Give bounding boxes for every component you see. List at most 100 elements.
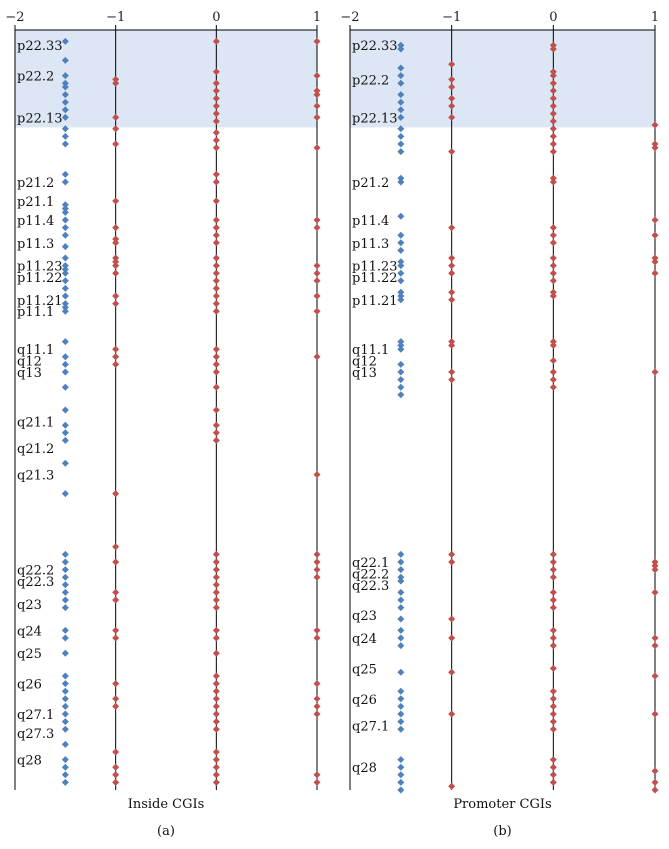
panel-1-red-point xyxy=(212,566,220,574)
panel-1-blue-point xyxy=(61,72,69,80)
panel-1-red-point xyxy=(212,170,220,178)
panel-1-red-point xyxy=(212,254,220,262)
panel-2-x-tick-label: −2 xyxy=(340,10,359,25)
panel-2-blue-point xyxy=(397,588,405,596)
panel-1-red-point xyxy=(112,345,120,353)
panel-1-band-label: q23 xyxy=(17,598,42,613)
panel-2-band-label: q27.1 xyxy=(352,719,389,734)
panel-1-band-label: q26 xyxy=(17,678,42,693)
panel-2-red-point xyxy=(549,254,557,262)
panel-1-red-point xyxy=(212,79,220,87)
panel-1-blue-point xyxy=(61,307,69,315)
panel-2-band-label: q23 xyxy=(352,609,377,624)
panel-1-blue-point xyxy=(61,277,69,285)
panel-1-red-point xyxy=(112,235,120,243)
panel-2-red-point xyxy=(448,113,456,121)
panel-1-blue-point xyxy=(61,596,69,604)
panel-2-red-point xyxy=(549,687,557,695)
panel-2-blue-point xyxy=(397,296,405,304)
panel-2-band-label: q22.3 xyxy=(352,579,389,594)
panel-2-blue-point xyxy=(397,174,405,182)
panel-1-red-point xyxy=(313,91,321,99)
panel-2-red-point xyxy=(448,368,456,376)
panel-2-blue-point xyxy=(397,98,405,106)
panel-1-red-point xyxy=(212,604,220,612)
panel-2-band-label: p11.21 xyxy=(352,294,398,309)
panel-2-blue-point xyxy=(397,756,405,764)
panel-2-blue-point xyxy=(397,246,405,254)
panel-1-band-label: q25 xyxy=(17,647,42,662)
panel-1-red-point xyxy=(112,239,120,247)
panel-2-red-point xyxy=(549,664,557,672)
panel-2-blue-point xyxy=(397,338,405,346)
panel-1-blue-point xyxy=(61,771,69,779)
panel-2-band-label: p11.22 xyxy=(352,271,398,286)
panel-1-red-point xyxy=(212,725,220,733)
panel-2-red-point xyxy=(549,588,557,596)
panel-1-band-label: p11.1 xyxy=(17,305,54,320)
panel-1-blue-point xyxy=(61,778,69,786)
panel-2-red-point xyxy=(549,140,557,148)
panel-1-red-point xyxy=(212,763,220,771)
panel-1-red-point xyxy=(313,558,321,566)
panel-2-red-point xyxy=(448,254,456,262)
panel-1-red-point xyxy=(313,771,321,779)
panel-1-band-label: p11.3 xyxy=(17,237,54,252)
panel-1-blue-point xyxy=(61,710,69,718)
panel-1-red-point xyxy=(112,269,120,277)
panel-1-red-point xyxy=(313,634,321,642)
panel-1-blue-point xyxy=(61,368,69,376)
panel-2-band-label: p22.33 xyxy=(352,39,398,54)
panel-1-red-point xyxy=(212,550,220,558)
panel-1-red-point xyxy=(313,277,321,285)
panel-2-red-point xyxy=(651,258,659,266)
panel-1-red-point xyxy=(212,102,220,110)
panel-2-blue-point xyxy=(397,79,405,87)
panel-2-blue-point xyxy=(397,72,405,80)
panel-1-blue-point xyxy=(61,262,69,270)
panel-2-red-point xyxy=(651,368,659,376)
panel-1-red-point xyxy=(212,368,220,376)
panel-2-blue-point xyxy=(397,566,405,574)
panel-1-red-point xyxy=(112,262,120,270)
panel-1-blue-point xyxy=(61,459,69,467)
panel-1-red-point xyxy=(112,695,120,703)
panel-2-blue-point xyxy=(397,113,405,121)
panel-2-blue-point xyxy=(397,239,405,247)
panel-1-red-point xyxy=(212,383,220,391)
panel-1-red-point xyxy=(112,490,120,498)
panel-1-blue-point xyxy=(61,201,69,209)
panel-1-blue-point xyxy=(61,170,69,178)
panel-1-axis-title: Inside CGIs xyxy=(128,797,205,812)
panel-2-red-point xyxy=(549,102,557,110)
panel-2-blue-point xyxy=(397,106,405,114)
panel-1-red-point xyxy=(313,113,321,121)
panel-1-red-point xyxy=(313,626,321,634)
panel-1-red-point xyxy=(313,292,321,300)
panel-1-red-point xyxy=(112,79,120,87)
panel-2-x-tick-label: 1 xyxy=(651,10,659,25)
panel-1-red-point xyxy=(212,231,220,239)
panel-2-red-point xyxy=(549,771,557,779)
panel-1-blue-point xyxy=(61,588,69,596)
panel-1-blue-point xyxy=(61,224,69,232)
panel-2-red-point xyxy=(448,148,456,156)
panel-1-blue-point xyxy=(61,140,69,148)
panel-2-red-point xyxy=(651,588,659,596)
panel-2-band-label: p11.4 xyxy=(352,214,389,229)
panel-1-red-point xyxy=(212,87,220,95)
panel-1-red-point xyxy=(212,197,220,205)
panel-1-band-label: p11.21 xyxy=(17,294,63,309)
panel-2-red-point xyxy=(549,376,557,384)
panel-1-band-label: p22.33 xyxy=(17,39,63,54)
panel-1-red-point xyxy=(212,129,220,137)
panel-2-blue-point xyxy=(397,763,405,771)
panel-2-red-point xyxy=(549,357,557,365)
panel-1-red-point xyxy=(212,710,220,718)
panel-1-band-label: p11.4 xyxy=(17,214,54,229)
panel-2-red-point xyxy=(549,45,557,53)
panel-2-blue-point xyxy=(397,695,405,703)
panel-1-red-point xyxy=(212,680,220,688)
panel-2-blue-point xyxy=(397,702,405,710)
panel-2-blue-point xyxy=(397,391,405,399)
